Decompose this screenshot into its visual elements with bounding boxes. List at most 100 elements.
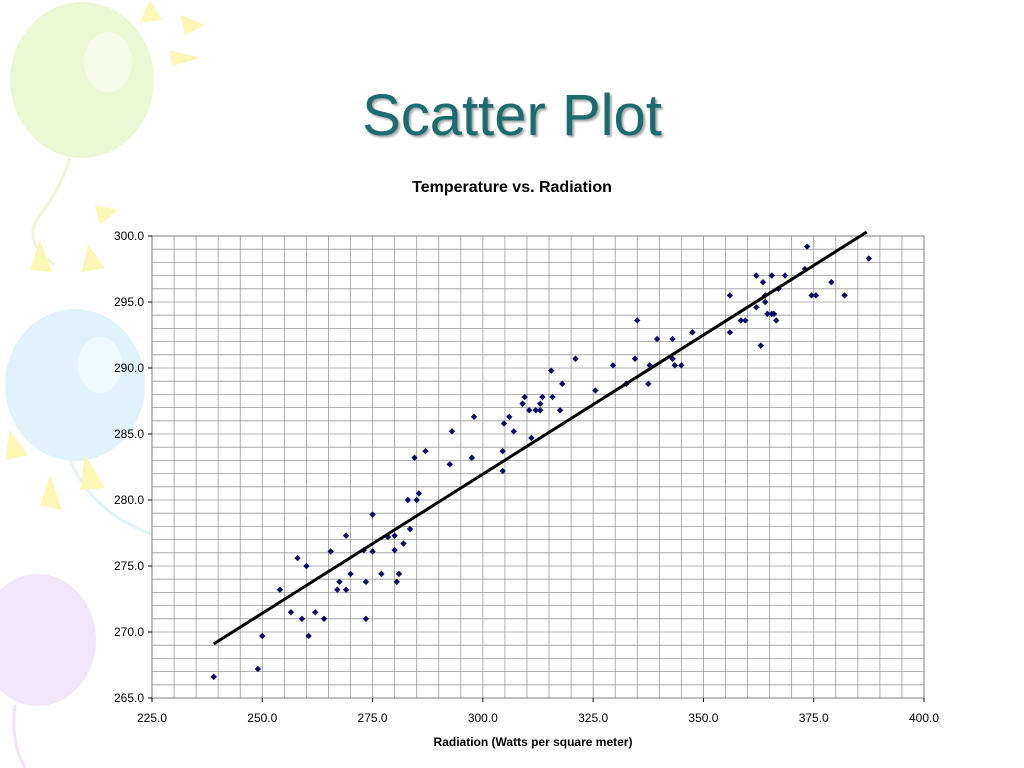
data-point: [753, 304, 760, 311]
data-point: [342, 532, 350, 539]
y-tick-label: 295.0: [114, 295, 144, 309]
data-point: [448, 428, 456, 435]
data-point: [828, 279, 835, 286]
data-point: [362, 615, 370, 622]
data-point: [549, 393, 556, 401]
plot-area: [151, 235, 925, 699]
data-point: [395, 570, 403, 578]
data-point: [671, 362, 678, 369]
data-point: [548, 367, 555, 374]
data-point: [764, 310, 771, 318]
y-tick-label: 280.0: [114, 493, 144, 507]
data-point: [506, 413, 513, 421]
slide-title: Scatter Plot: [362, 83, 662, 148]
data-point: [653, 335, 661, 343]
data-point: [413, 496, 420, 504]
grid: [152, 236, 924, 698]
data-point: [726, 292, 734, 299]
data-point: [537, 400, 544, 407]
data-point: [334, 586, 341, 593]
y-tick-label: 270.0: [114, 625, 144, 639]
data-point: [841, 292, 848, 299]
data-point: [342, 586, 350, 593]
data-point: [287, 609, 295, 616]
data-point: [768, 272, 776, 279]
data-point: [689, 329, 696, 336]
data-point: [210, 673, 217, 681]
data-point: [369, 511, 376, 518]
x-axis-label: Radiation (Watts per square meter): [434, 735, 633, 749]
x-tick-label: 250.0: [247, 711, 277, 725]
data-point: [384, 533, 392, 541]
data-point: [669, 335, 676, 343]
x-tick-label: 275.0: [358, 711, 388, 725]
data-point: [259, 632, 266, 640]
data-point: [336, 578, 343, 586]
data-point: [378, 570, 385, 578]
data-point: [305, 632, 312, 640]
data-point: [753, 272, 760, 279]
data-point: [415, 490, 423, 497]
data-point: [298, 615, 306, 622]
x-tick-label: 375.0: [799, 711, 829, 725]
data-point: [770, 310, 778, 318]
data-point: [510, 428, 517, 435]
data-point: [537, 407, 544, 414]
data-point: [468, 454, 476, 461]
data-point: [369, 548, 376, 555]
y-tick-label: 275.0: [114, 559, 144, 573]
data-points: [210, 243, 873, 681]
data-point: [757, 342, 764, 349]
x-tick-label: 325.0: [578, 711, 608, 725]
data-point: [726, 329, 734, 336]
data-point: [327, 548, 334, 555]
y-tick-label: 290.0: [114, 361, 144, 375]
data-point: [519, 400, 526, 407]
data-point: [362, 578, 370, 586]
data-point: [556, 407, 564, 414]
data-point: [572, 355, 579, 362]
data-point: [406, 525, 414, 533]
y-axis: 265.0 270.0 275.0 280.0 285.0 290.0 295.0 300.0: [114, 229, 152, 705]
data-point: [276, 586, 284, 593]
data-point: [254, 665, 262, 673]
data-point: [391, 546, 398, 554]
data-point: [803, 243, 811, 250]
data-point: [404, 496, 412, 504]
chart-title: Temperature vs. Radiation: [412, 179, 612, 196]
data-point: [525, 407, 533, 414]
data-point: [808, 292, 815, 299]
data-point: [411, 454, 418, 461]
data-point: [347, 570, 354, 578]
data-point: [499, 447, 506, 455]
data-point: [801, 265, 809, 273]
data-point: [773, 317, 780, 324]
data-point: [393, 578, 401, 586]
data-point: [303, 562, 310, 570]
data-point: [528, 434, 535, 442]
x-axis: 225.0 250.0 275.0 300.0 325.0 350.0 375.0 400.0: [137, 698, 939, 725]
y-tick-label: 300.0: [114, 229, 144, 243]
data-point: [422, 447, 429, 455]
data-point: [446, 461, 453, 468]
data-point: [737, 317, 745, 324]
data-point: [634, 317, 641, 324]
data-point: [532, 407, 539, 414]
data-point: [400, 540, 407, 547]
x-tick-label: 300.0: [468, 711, 498, 725]
x-tick-label: 350.0: [688, 711, 718, 725]
data-point: [499, 467, 506, 475]
y-tick-label: 265.0: [114, 691, 144, 705]
data-point: [759, 279, 767, 286]
x-tick-label: 225.0: [137, 711, 167, 725]
data-point: [645, 380, 652, 388]
data-point: [391, 532, 398, 539]
data-point: [521, 393, 528, 401]
data-point: [678, 362, 685, 369]
data-point: [500, 420, 508, 427]
data-point: [470, 413, 478, 421]
data-point: [609, 362, 617, 369]
data-point: [812, 292, 820, 299]
